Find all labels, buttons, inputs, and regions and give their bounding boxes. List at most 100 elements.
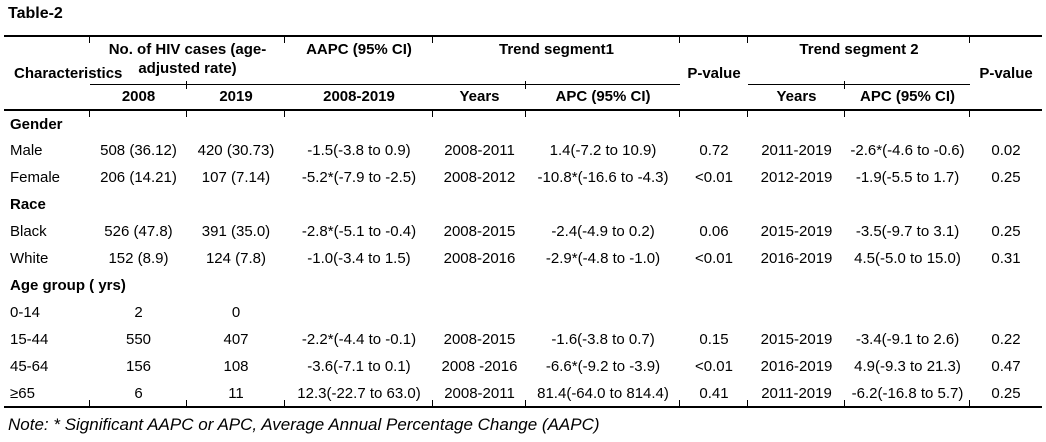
header-row-groups: Characteristics No. of HIV cases (age-ad… xyxy=(4,35,1043,111)
section-row-gender: Gender xyxy=(4,110,1043,137)
cell: 2 xyxy=(134,304,143,321)
cell: 550 xyxy=(125,331,152,348)
col-header-pvalue-1: P-value xyxy=(679,35,749,111)
cell: -1.9(-5.5 to 1.7) xyxy=(855,169,960,186)
cell: 81.4(-64.0 to 814.4) xyxy=(524,380,681,408)
section-label: Age group ( yrs) xyxy=(10,277,126,294)
table-footnote: Note: * Significant AAPC or APC, Average… xyxy=(8,415,600,434)
cell: 2015-2019 xyxy=(760,223,833,240)
table-body: Gender Male 508 (36.12) 420 (30.73) -1.5… xyxy=(4,110,1043,408)
row-15-44: 15-44 550 407 -2.2*(-4.4 to -0.1) 2008-2… xyxy=(4,326,1042,353)
col-header-apc-2: APC (95% CI) xyxy=(844,80,971,111)
col-header-years-2: Years xyxy=(748,84,846,111)
cell: 2015-2019 xyxy=(760,331,833,348)
section-row-age-group: Age group ( yrs) xyxy=(4,272,1042,299)
cell: -2.6*(-4.6 to -0.6) xyxy=(850,142,965,159)
cell: -6.6*(-9.2 to -3.9) xyxy=(545,358,661,375)
col-header-years-1: Years xyxy=(433,84,526,111)
col-group-hiv-cases: No. of HIV cases (age-adjusted rate) xyxy=(89,35,285,85)
cell: 2016-2019 xyxy=(760,250,833,267)
table-header: Characteristics No. of HIV cases (age-ad… xyxy=(4,35,1043,111)
cell: 0.25 xyxy=(969,380,1043,408)
cell: 156 xyxy=(125,358,152,375)
cell xyxy=(680,299,748,326)
col-group-aapc: AAPC (95% CI) xyxy=(284,35,433,85)
row-male: Male 508 (36.12) 420 (30.73) -1.5(-3.8 t… xyxy=(4,137,1042,164)
cell: -3.6(-7.1 to 0.1) xyxy=(307,358,411,375)
col-header-2019: 2019 xyxy=(186,80,285,111)
cell: -2.4(-4.9 to 0.2) xyxy=(551,223,655,240)
cell: 0 xyxy=(231,304,241,321)
cell: -1.5(-3.8 to 0.9) xyxy=(307,142,411,159)
cell: 2008-2015 xyxy=(443,331,516,348)
cell: 420 (30.73) xyxy=(197,142,275,159)
cell: 0.06 xyxy=(699,223,729,240)
cell: 2012-2019 xyxy=(760,169,833,186)
cell: 2008-2015 xyxy=(443,223,516,240)
col-group-trend-segment-1: Trend segment1 xyxy=(431,35,681,85)
cell: 0.25 xyxy=(991,223,1021,240)
cell: 206 (14.21) xyxy=(100,169,177,186)
cell: 6 xyxy=(89,380,187,408)
cell: -10.8*(-16.6 to -4.3) xyxy=(537,169,669,186)
cell: 407 xyxy=(223,331,249,348)
table-title: Table-2 xyxy=(8,5,63,22)
col-header-2008: 2008 xyxy=(90,84,187,111)
cell: <0.01 xyxy=(695,169,733,186)
cell: 4.5(-5.0 to 15.0) xyxy=(854,250,961,267)
cell: 45-64 xyxy=(10,358,49,375)
cell: 0.15 xyxy=(699,331,729,348)
cell: 526 (47.8) xyxy=(104,223,173,240)
cell: 2008-2011 xyxy=(444,142,515,159)
cell: 0.25 xyxy=(991,169,1021,186)
col-header-characteristics: Characteristics xyxy=(4,35,122,111)
cell: 2016-2019 xyxy=(760,358,833,375)
cell: ≥65 xyxy=(4,380,90,408)
col-header-apc-1: APC (95% CI) xyxy=(524,80,681,111)
cell xyxy=(845,299,970,326)
cell: <0.01 xyxy=(695,250,733,267)
cell: 2011-2019 xyxy=(747,380,846,408)
cell: 0.22 xyxy=(991,331,1021,348)
header-row-sub: 2008 2019 2008-2019 Years APC (95% CI) Y… xyxy=(4,80,1042,111)
cell: 391 (35.0) xyxy=(201,223,271,240)
cell: White xyxy=(10,250,49,267)
cell: Black xyxy=(10,223,47,240)
section-row-race: Race xyxy=(4,191,1042,218)
cell: -5.2*(-7.9 to -2.5) xyxy=(301,169,417,186)
cell: 107 (7.14) xyxy=(201,169,271,186)
cell: Female xyxy=(10,169,61,186)
cell: 2011-2019 xyxy=(761,142,832,159)
cell: -3.5(-9.7 to 3.1) xyxy=(855,223,960,240)
row-0-14: 0-14 2 0 xyxy=(4,299,1042,326)
cell: -2.9*(-4.8 to -1.0) xyxy=(545,250,661,267)
cell: 508 (36.12) xyxy=(100,142,177,159)
row-white: White 152 (8.9) 124 (7.8) -1.0(-3.4 to 1… xyxy=(4,245,1042,272)
data-table: Characteristics No. of HIV cases (age-ad… xyxy=(4,35,1043,408)
cell: 2008-2016 xyxy=(443,250,516,267)
row-female: Female 206 (14.21) 107 (7.14) -5.2*(-7.9… xyxy=(4,164,1042,191)
cell: 0.02 xyxy=(991,142,1021,159)
cell: 124 (7.8) xyxy=(205,250,267,267)
cell: 2008-2012 xyxy=(443,169,516,186)
cell: -3.4(-9.1 to 2.6) xyxy=(855,331,960,348)
cell: 108 xyxy=(223,358,249,375)
cell: 0.47 xyxy=(991,358,1021,375)
cell: -6.2(-16.8 to 5.7) xyxy=(844,380,971,408)
cell xyxy=(433,299,526,326)
section-label: Gender xyxy=(4,110,1043,137)
cell: 0.72 xyxy=(699,142,729,159)
cell: 2008-2011 xyxy=(432,380,526,408)
cell: 0.41 xyxy=(679,380,749,408)
section-label: Race xyxy=(10,196,46,213)
cell: -1.0(-3.4 to 1.5) xyxy=(307,250,411,267)
cell: -2.2*(-4.4 to -0.1) xyxy=(301,331,417,348)
cell xyxy=(748,299,845,326)
cell: <0.01 xyxy=(695,358,733,375)
cell xyxy=(285,299,433,326)
cell xyxy=(970,299,1042,326)
cell xyxy=(526,299,680,326)
col-header-aapc-years: 2008-2019 xyxy=(285,84,433,111)
col-header-pvalue-2: P-value xyxy=(969,35,1043,111)
